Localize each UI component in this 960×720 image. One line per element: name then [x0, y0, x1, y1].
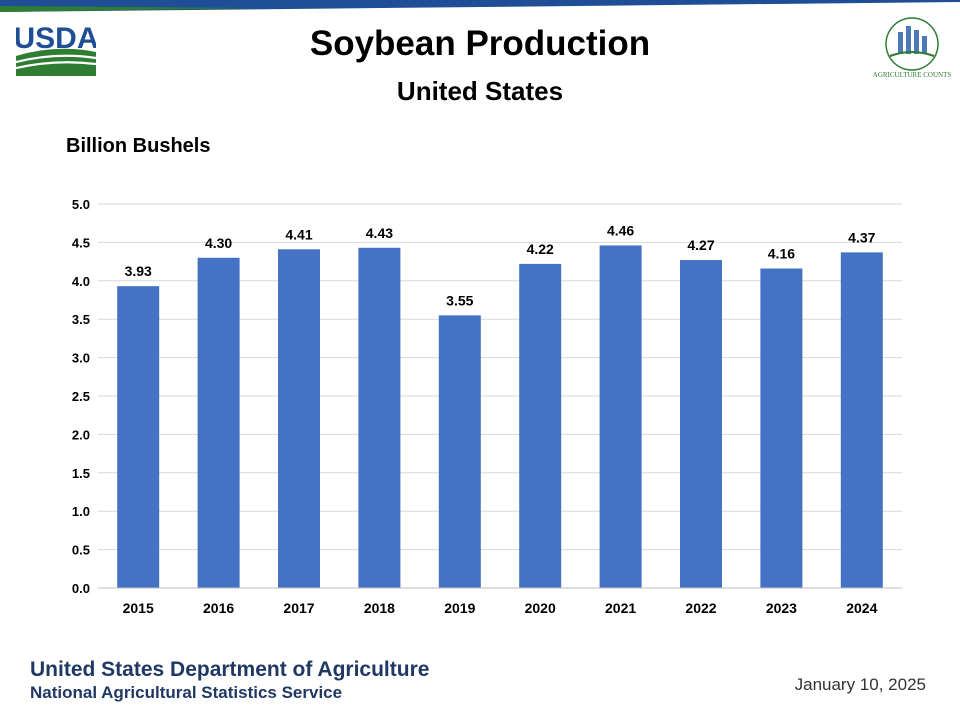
bar — [680, 260, 722, 588]
bar — [197, 257, 240, 588]
y-tick-label: 1.0 — [72, 504, 90, 519]
footer-org-name: United States Department of Agriculture — [30, 658, 430, 681]
y-tick-label: 4.0 — [72, 274, 90, 289]
x-tick-label: 2018 — [364, 600, 395, 616]
x-tick-label: 2022 — [685, 600, 716, 616]
y-tick-label: 3.0 — [72, 351, 90, 366]
x-tick-label: 2017 — [283, 600, 314, 616]
chart-title: Soybean Production — [309, 24, 651, 63]
data-label: 4.30 — [205, 235, 232, 251]
y-axis-unit-label: Billion Bushels — [66, 135, 211, 157]
x-tick-label: 2016 — [203, 600, 234, 616]
data-label: 4.16 — [768, 246, 795, 262]
bar — [760, 268, 803, 588]
x-tick-label: 2023 — [766, 600, 797, 616]
y-tick-label: 4.5 — [72, 235, 90, 250]
x-tick-label: 2024 — [846, 600, 877, 616]
y-tick-label: 2.0 — [72, 427, 90, 442]
bar — [358, 247, 401, 588]
x-tick-label: 2015 — [123, 600, 154, 616]
x-tick-label: 2021 — [605, 600, 636, 616]
data-label: 4.41 — [285, 226, 312, 242]
ag-logo-text: AGRICULTURE COUNTS — [873, 71, 952, 79]
agriculture-counts-logo: AGRICULTURE COUNTS — [873, 17, 952, 79]
data-label: 4.27 — [687, 237, 714, 253]
bar — [840, 252, 883, 588]
bar — [117, 286, 160, 588]
y-tick-label: 5.0 — [72, 197, 90, 212]
bar — [599, 245, 642, 589]
bar — [278, 249, 320, 588]
footer-agency-name: National Agricultural Statistics Service — [30, 683, 343, 702]
chart-subtitle: United States — [396, 76, 564, 106]
x-tick-label: 2019 — [444, 600, 475, 616]
data-label: 3.93 — [125, 263, 152, 279]
y-tick-label: 2.5 — [72, 389, 90, 404]
bar — [519, 263, 562, 588]
bar — [438, 315, 481, 588]
data-label: 3.55 — [446, 292, 473, 308]
data-label: 4.37 — [848, 229, 875, 245]
x-tick-label: 2020 — [525, 600, 556, 616]
top-banner-stripe — [0, 0, 960, 12]
data-label: 4.43 — [366, 225, 393, 241]
y-tick-label: 1.5 — [72, 466, 90, 481]
data-label: 4.46 — [607, 222, 634, 238]
data-label: 4.22 — [527, 241, 554, 257]
y-tick-label: 0.0 — [72, 581, 90, 596]
usda-logo: USDA — [16, 22, 96, 76]
footer-date: January 10, 2025 — [794, 675, 926, 694]
y-tick-label: 0.5 — [72, 543, 90, 558]
y-tick-label: 3.5 — [72, 312, 90, 327]
